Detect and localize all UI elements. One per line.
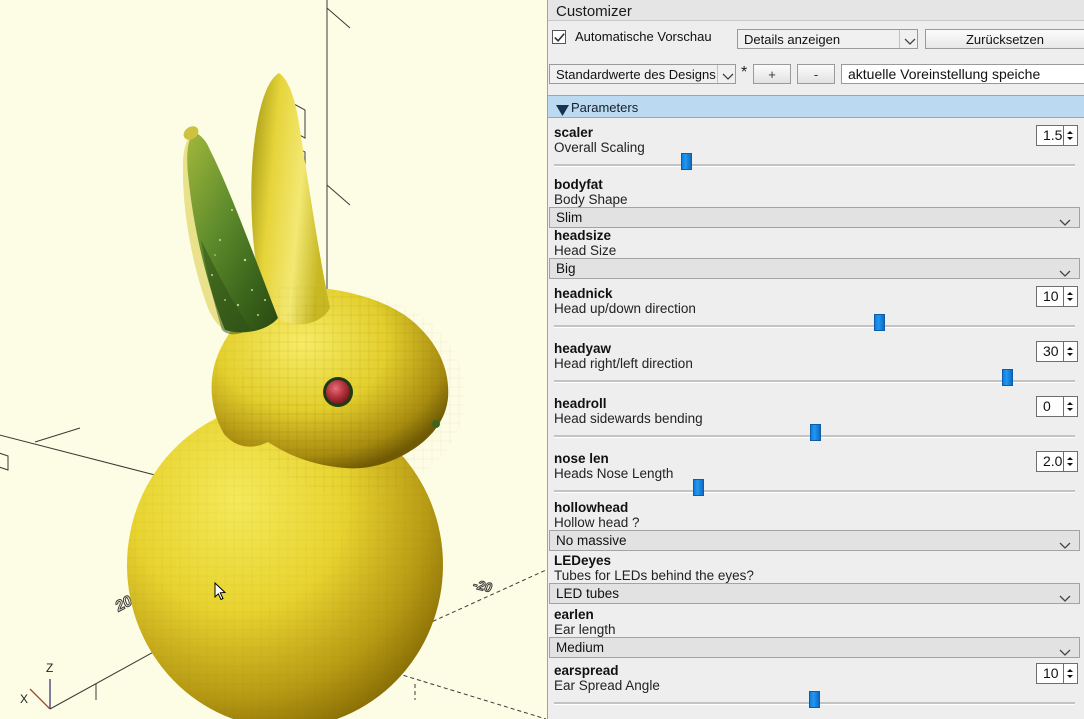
svg-text:-20: -20	[471, 577, 495, 595]
svg-text:X: X	[20, 692, 28, 706]
svg-text:Z: Z	[46, 661, 53, 675]
